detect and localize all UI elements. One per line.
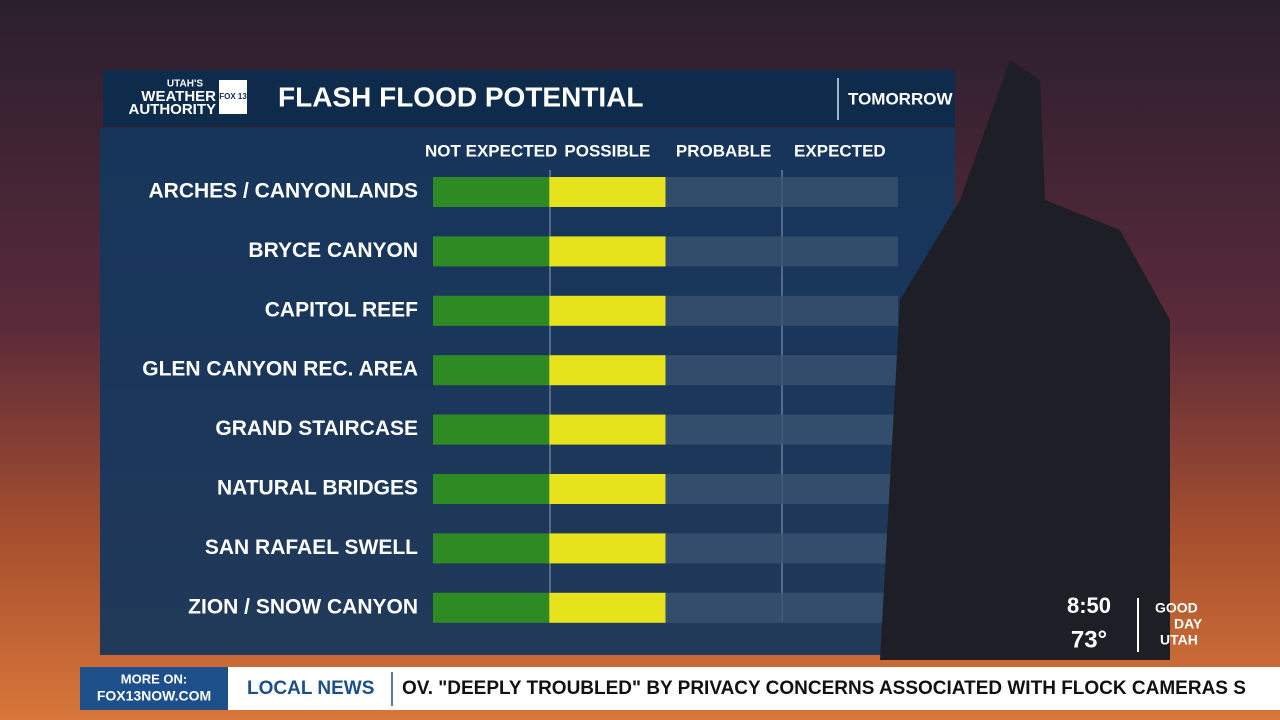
bar-segment	[549, 295, 666, 326]
chart-subtitle: TOMORROW	[848, 89, 953, 108]
category-label: SAN RAFAEL SWELL	[205, 536, 418, 559]
category-label: ZION / SNOW CANYON	[188, 595, 418, 618]
x-tick-label: NOT EXPECTED	[425, 141, 557, 160]
x-tick-label: PROBABLE	[676, 141, 771, 160]
bar-segment	[549, 474, 666, 504]
bar-segment	[549, 592, 666, 623]
x-tick-label: EXPECTED	[794, 141, 886, 160]
ticker-bar	[80, 667, 1280, 710]
bar-segment	[433, 177, 550, 207]
show-name: UTAH	[1160, 632, 1198, 648]
ticker-section: LOCAL NEWS	[247, 678, 374, 699]
bar-segment	[433, 533, 550, 564]
x-tick-label: POSSIBLE	[564, 141, 650, 160]
temperature: 73°	[1071, 626, 1107, 653]
chart-title: FLASH FLOOD POTENTIAL	[278, 81, 644, 112]
ticker-site: FOX13NOW.COM	[97, 688, 211, 704]
bar-segment	[433, 592, 550, 623]
category-label: NATURAL BRIDGES	[217, 477, 418, 500]
category-label: CAPITOL REEF	[265, 298, 418, 321]
ticker-badge	[80, 667, 228, 710]
category-label: GLEN CANYON REC. AREA	[142, 358, 418, 381]
ticker-headline: OV. "DEEPLY TROUBLED" BY PRIVACY CONCERN…	[402, 678, 1246, 699]
bar-segment	[433, 355, 550, 386]
logo-text: AUTHORITY	[129, 101, 217, 118]
bar-segment	[433, 414, 550, 445]
show-name: DAY	[1174, 616, 1203, 632]
presenter	[880, 60, 1170, 660]
ticker-more: MORE ON:	[121, 671, 187, 686]
logo-text: WEATHER	[141, 88, 216, 105]
bar-segment	[549, 177, 666, 207]
bar-segment	[433, 295, 550, 326]
bar-segment	[549, 236, 666, 267]
bar-segment	[549, 355, 666, 386]
category-label: ARCHES / CANYONLANDS	[148, 180, 418, 203]
category-label: GRAND STAIRCASE	[215, 417, 418, 440]
show-name: GOOD	[1155, 600, 1198, 616]
category-label: BRYCE CANYON	[248, 239, 418, 262]
time: 8:50	[1067, 593, 1111, 618]
logo-badge-text: FOX 13	[219, 92, 247, 101]
logo-badge	[219, 80, 247, 114]
bar-segment	[433, 474, 550, 504]
bar-segment	[549, 414, 666, 445]
panel	[100, 128, 955, 655]
bar-segment	[433, 236, 550, 267]
logo-text: UTAH'S	[167, 79, 203, 90]
bar-segment	[549, 533, 666, 564]
